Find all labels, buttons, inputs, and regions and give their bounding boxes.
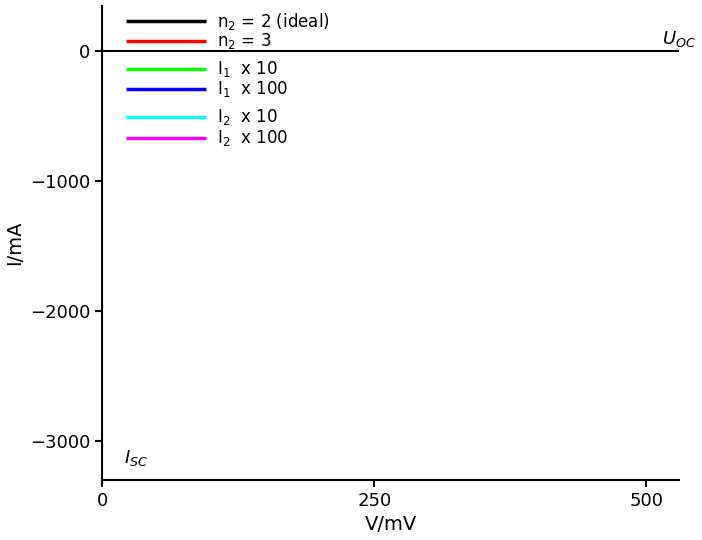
Text: $I_{SC}$: $I_{SC}$ <box>124 448 148 468</box>
Text: I$_2$  x 10: I$_2$ x 10 <box>216 107 277 127</box>
Text: I$_1$  x 100: I$_1$ x 100 <box>216 79 288 99</box>
X-axis label: V/mV: V/mV <box>364 516 417 535</box>
Text: I$_2$  x 100: I$_2$ x 100 <box>216 127 288 147</box>
Text: I$_1$  x 10: I$_1$ x 10 <box>216 59 277 79</box>
Text: n$_2$ = 2 (ideal): n$_2$ = 2 (ideal) <box>216 11 329 32</box>
Text: $U_{OC}$: $U_{OC}$ <box>661 29 696 49</box>
Text: n$_2$ = 3: n$_2$ = 3 <box>216 31 271 51</box>
Y-axis label: I/mA: I/mA <box>6 220 25 265</box>
